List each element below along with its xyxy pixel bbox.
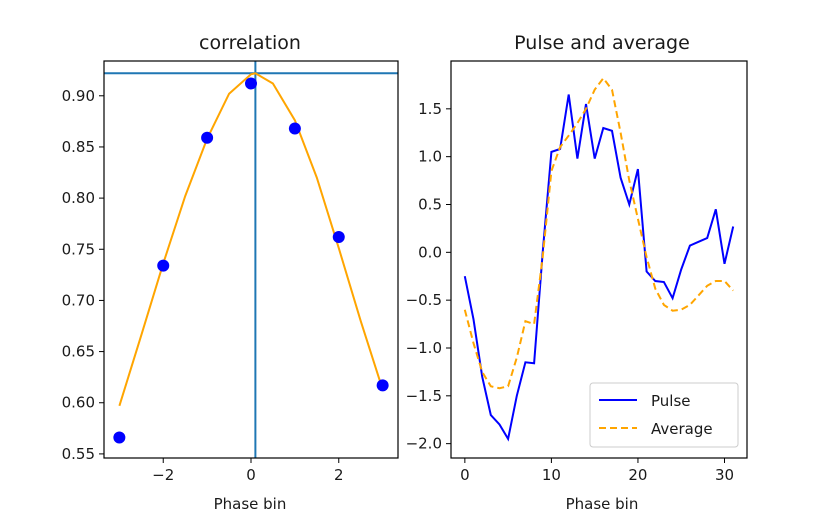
correlation-title: correlation xyxy=(199,32,301,54)
legend-pulse-label: Pulse xyxy=(651,392,691,410)
pulse-title: Pulse and average xyxy=(514,32,690,54)
correlation-y-tick-label: 0.65 xyxy=(62,343,95,361)
pulse-y-tick-label: −1.0 xyxy=(406,339,442,357)
correlation-panel: correlation −2 0 2 0.55 0.60 0.65 0.70 0.75 0.8… xyxy=(62,32,399,513)
pulse-y-tick-label: 0.0 xyxy=(418,243,442,261)
legend-average-label: Average xyxy=(651,420,713,438)
correlation-x-axis-label: Phase bin xyxy=(214,495,287,513)
correlation-point xyxy=(332,230,345,243)
pulse-x-axis-label: Phase bin xyxy=(566,495,639,513)
correlation-y-tick-label: 0.60 xyxy=(62,394,95,412)
pulse-y-tick-label: −0.5 xyxy=(406,291,442,309)
correlation-y-tick-label: 0.80 xyxy=(62,189,95,207)
pulse-y-tick-label: 0.5 xyxy=(418,195,442,213)
pulse-y-tick-label: 1.0 xyxy=(418,148,442,166)
average-series-line xyxy=(463,76,734,390)
correlation-x-tick-label: −2 xyxy=(152,466,174,484)
pulse-x-tick-label: 10 xyxy=(542,466,561,484)
correlation-point xyxy=(288,122,301,135)
pulse-y-tick-label: −2.0 xyxy=(406,435,442,453)
pulse-series-line xyxy=(463,94,735,442)
correlation-x-tick-label: 0 xyxy=(246,466,256,484)
correlation-y-tick-label: 0.70 xyxy=(62,291,95,309)
legend: Pulse Average xyxy=(589,382,739,448)
pulse-panel: Pulse and average 0 10 20 30 −2.0 −1.5 −1.0 −0… xyxy=(406,32,748,513)
correlation-plot-frame xyxy=(103,60,399,459)
correlation-y-tick-label: 0.55 xyxy=(62,445,95,463)
correlation-point xyxy=(157,259,170,272)
correlation-y-tick-label: 0.85 xyxy=(62,138,95,156)
correlation-point xyxy=(113,431,126,444)
correlation-point xyxy=(201,131,214,144)
pulse-y-tick-label: −1.5 xyxy=(406,387,442,405)
correlation-point xyxy=(376,379,389,392)
pulse-x-tick-label: 0 xyxy=(460,466,470,484)
pulse-x-tick-label: 20 xyxy=(628,466,647,484)
correlation-y-tick-label: 0.90 xyxy=(62,87,95,105)
pulse-x-tick-label: 30 xyxy=(715,466,734,484)
correlation-point xyxy=(245,77,257,90)
pulse-y-tick-label: 1.5 xyxy=(418,100,442,118)
correlation-x-tick-label: 2 xyxy=(334,466,344,484)
correlation-y-tick-label: 0.75 xyxy=(62,240,95,258)
pulse-plot-frame xyxy=(450,60,748,459)
